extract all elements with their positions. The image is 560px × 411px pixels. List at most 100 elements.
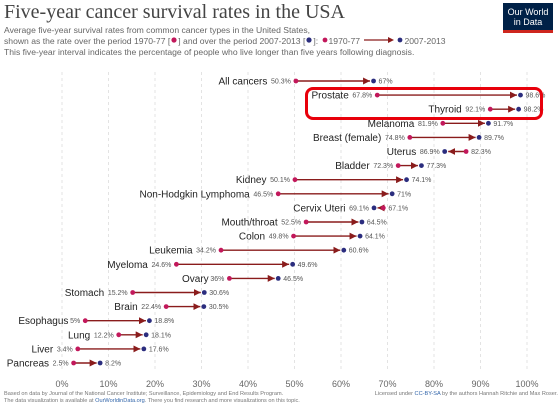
category-label: Brain [114,302,137,313]
owid-logo[interactable]: Our World in Data [503,3,553,33]
end-point [290,261,296,267]
footer-source-line-1: Based on data by Journal of the National… [4,391,284,397]
x-tick-label: 70% [378,379,396,389]
start-value-label: 24.6% [152,262,172,269]
start-point [173,261,179,267]
x-tick-label: 0% [55,379,68,389]
start-point [292,177,298,183]
end-point [371,205,377,211]
x-tick-label: 10% [99,379,117,389]
start-value-label: 72.3% [373,163,393,170]
start-point [380,205,386,211]
x-tick-label: 100% [515,379,538,389]
start-point [291,233,296,239]
start-value-label: 86.9% [420,149,440,156]
owid-link[interactable]: OurWorldinData.org [95,398,145,404]
x-tick-label: 80% [425,379,443,389]
footer-source: Based on data by Journal of the National… [4,391,364,405]
category-label: Liver [32,344,54,355]
end-point [97,360,103,366]
end-point [516,106,522,112]
category-label: Thyroid [428,105,461,116]
end-value-label: 98.6% [525,93,545,100]
start-value-label: 50.1% [270,177,290,184]
start-value-label: 46.5% [253,191,273,198]
end-value-label: 67.1% [388,205,408,212]
end-value-label: 82.3% [471,149,491,156]
subtitle-line-2b: ] and over the period 2007-2013 [ [178,35,306,46]
category-label: Esophagus [18,316,68,327]
category-label: Melanoma [368,119,415,130]
end-value-label: 46.5% [283,276,303,283]
start-point [293,78,299,84]
end-value-label: 30.6% [209,290,229,297]
x-tick-label: 40% [239,379,257,389]
category-label: Pancreas [7,359,49,370]
start-value-label: 2.5% [53,361,69,368]
end-value-label: 60.6% [349,248,369,255]
start-value-label: 15.2% [108,290,128,297]
start-point [82,318,88,324]
license-link[interactable]: CC-BY-SA [414,391,441,397]
start-value-label: 12.2% [94,332,114,339]
end-value-label: 18.8% [154,318,174,325]
chart-subtitle: Average five-year survival rates from co… [4,25,474,57]
end-value-label: 17.6% [149,346,169,353]
category-label: Prostate [312,91,350,102]
license-authors: by the authors Hannah Ritchie and Max Ro… [440,391,558,397]
start-value-label: 52.5% [281,220,301,227]
end-value-label: 8.2% [105,361,121,368]
category-label: Colon [239,232,265,243]
logo-line-1: Our World [507,7,549,17]
start-value-label: 67.8% [352,93,372,100]
start-point [303,219,309,225]
logo-line-2: in Data [513,17,543,27]
legend-end-dot-icon [306,37,312,43]
category-label: Uterus [387,147,416,158]
start-value-label: 50.3% [271,79,291,86]
end-point [476,135,482,140]
x-tick-label: 20% [146,379,164,389]
start-point [71,360,77,366]
end-value-label: 71% [397,191,411,198]
end-point [371,78,376,84]
category-label: Myeloma [107,260,148,271]
category-label: Kidney [236,175,267,186]
category-label: Stomach [65,288,104,299]
start-point [487,106,493,112]
category-label: Bladder [335,161,370,172]
end-value-label: 18.1% [151,332,171,339]
category-label: Leukemia [149,246,193,257]
legend-end-marker-icon [398,37,403,43]
subtitle-line-2: shown as the rate over the period 1970-7… [4,36,474,47]
footer-text-end: . There you find research and more visua… [144,398,300,404]
x-tick-label: 90% [471,379,489,389]
end-value-label: 49.6% [298,262,318,269]
end-point [486,120,491,126]
end-point [143,332,149,338]
end-value-label: 67% [379,79,393,86]
x-tick-label: 30% [192,379,210,389]
start-point [407,135,413,140]
legend-arrow-icon [364,36,395,43]
subtitle-line-2c: ]: [313,35,319,46]
highlight-box [305,87,543,120]
end-value-label: 30.5% [209,304,229,311]
start-point [116,332,122,338]
start-point [218,247,224,253]
end-value-label: 98.2% [524,107,544,114]
chart-title: Five-year cancer survival rates in the U… [4,1,345,23]
end-point [442,149,448,154]
legend-start-label: 1970-77 [328,35,361,46]
start-value-label: 36% [210,276,224,283]
start-point [227,276,232,281]
end-point [201,304,207,309]
category-label: Lung [68,330,90,341]
end-point [389,191,395,197]
start-value-label: 49.8% [269,234,289,241]
start-value-label: 34.2% [196,248,216,255]
end-value-label: 91.7% [493,121,513,128]
start-point [374,92,380,98]
start-point [130,290,136,295]
